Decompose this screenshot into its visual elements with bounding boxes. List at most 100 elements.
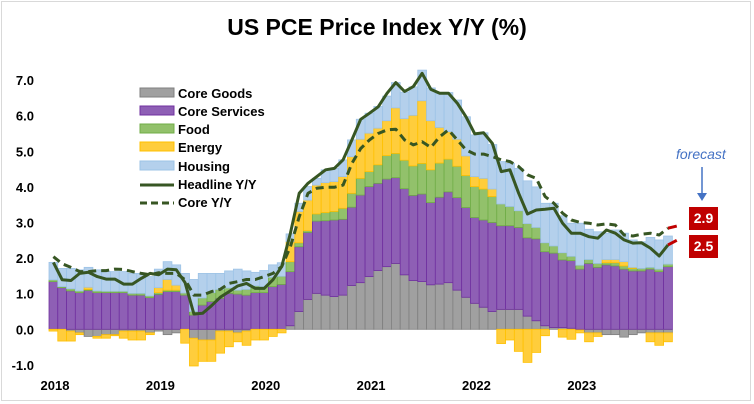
bar-core-services bbox=[303, 232, 313, 300]
bar-energy bbox=[513, 328, 524, 352]
bar-core-goods bbox=[285, 325, 296, 330]
bar-core-goods bbox=[399, 274, 410, 330]
bar-energy bbox=[180, 328, 190, 344]
bar-core-services bbox=[636, 270, 647, 330]
bar-energy bbox=[575, 329, 585, 334]
bar-core-goods bbox=[303, 298, 313, 330]
legend-swatch bbox=[139, 141, 175, 152]
bar-energy bbox=[48, 328, 59, 332]
bar-housing bbox=[206, 273, 217, 294]
bar-core-goods bbox=[408, 280, 419, 330]
bar-core-services bbox=[557, 259, 568, 328]
bar-core-services bbox=[408, 195, 419, 281]
bar-core-services bbox=[355, 194, 366, 284]
bar-core-services bbox=[224, 292, 234, 330]
legend-swatch bbox=[139, 123, 175, 134]
bar-energy bbox=[250, 328, 261, 341]
bar-core-goods bbox=[470, 302, 480, 330]
bar-core-services bbox=[320, 220, 331, 296]
bar-food bbox=[232, 289, 243, 295]
bar-core-goods bbox=[645, 328, 656, 334]
bar-energy bbox=[470, 176, 480, 187]
bar-core-goods bbox=[584, 328, 594, 334]
bar-core-goods bbox=[505, 308, 515, 330]
bar-core-goods bbox=[443, 282, 454, 330]
bar-food bbox=[452, 165, 463, 198]
bar-core-services bbox=[417, 193, 427, 282]
bar-housing bbox=[434, 92, 445, 128]
bar-core-goods bbox=[628, 328, 638, 336]
bar-core-goods bbox=[373, 270, 384, 330]
bar-core-goods bbox=[338, 294, 348, 330]
bar-core-services bbox=[487, 222, 498, 312]
bar-core-services bbox=[645, 268, 656, 330]
bar-core-services bbox=[294, 246, 305, 312]
bar-core-services bbox=[48, 281, 59, 330]
bar-energy bbox=[382, 120, 392, 156]
bar-energy bbox=[478, 177, 489, 190]
bar-food bbox=[470, 186, 480, 218]
y-tick-label: 7.0 bbox=[16, 73, 34, 88]
bar-core-goods bbox=[663, 328, 673, 334]
bar-housing bbox=[470, 134, 480, 177]
bar-core-services bbox=[513, 227, 524, 310]
bar-food bbox=[584, 259, 594, 264]
legend-label: Core Services bbox=[178, 104, 265, 119]
bar-core-goods bbox=[619, 328, 629, 338]
bar-housing bbox=[417, 69, 427, 102]
y-tick-label: -1.0 bbox=[12, 358, 34, 373]
bar-food bbox=[434, 162, 445, 198]
bar-core-goods bbox=[232, 328, 243, 334]
bar-food bbox=[540, 242, 550, 253]
bar-food bbox=[347, 192, 357, 208]
line-core-y-y bbox=[52, 127, 669, 297]
bar-housing bbox=[399, 91, 410, 119]
bar-energy bbox=[443, 131, 454, 160]
bar-core-services bbox=[496, 225, 506, 310]
bar-core-goods bbox=[434, 283, 445, 330]
bar-energy bbox=[268, 328, 278, 337]
bar-food bbox=[549, 245, 559, 254]
bar-energy bbox=[101, 334, 111, 339]
bar-food bbox=[522, 223, 533, 239]
bar-core-services bbox=[276, 284, 287, 330]
bar-energy bbox=[505, 328, 515, 341]
bar-housing bbox=[584, 228, 594, 260]
bar-core-services bbox=[452, 197, 463, 291]
bar-core-services bbox=[127, 294, 138, 330]
bar-core-goods bbox=[487, 311, 498, 330]
bar-core-services bbox=[470, 217, 480, 304]
bar-energy bbox=[496, 328, 506, 344]
bar-core-goods bbox=[329, 296, 340, 330]
bar-energy bbox=[619, 261, 629, 267]
bar-core-goods bbox=[452, 289, 463, 330]
bar-core-goods bbox=[636, 328, 647, 334]
bar-energy bbox=[540, 328, 550, 337]
bar-energy bbox=[74, 332, 85, 336]
bar-energy bbox=[57, 328, 67, 342]
bar-energy bbox=[145, 332, 155, 336]
bar-core-goods bbox=[101, 328, 111, 336]
bar-energy bbox=[241, 330, 252, 346]
bar-food bbox=[241, 289, 252, 296]
bar-food bbox=[513, 210, 524, 228]
bar-energy bbox=[584, 332, 594, 343]
bar-core-services bbox=[505, 225, 515, 310]
bar-core-services bbox=[575, 268, 585, 330]
bar-core-services bbox=[311, 220, 322, 294]
bar-core-services bbox=[338, 218, 348, 296]
bar-energy bbox=[197, 339, 208, 362]
bar-energy bbox=[592, 332, 603, 337]
bar-core-goods bbox=[364, 276, 375, 330]
legend-label: Core Goods bbox=[178, 86, 252, 101]
bar-core-services bbox=[382, 178, 392, 268]
forecast-segment bbox=[667, 224, 678, 230]
bar-energy bbox=[206, 339, 217, 362]
bar-housing bbox=[92, 269, 103, 292]
bar-core-services bbox=[426, 202, 436, 286]
bar-energy bbox=[171, 284, 182, 291]
bar-energy bbox=[92, 336, 103, 339]
bar-core-services bbox=[663, 266, 673, 330]
bar-food bbox=[320, 212, 331, 222]
y-tick-label: 4.0 bbox=[16, 180, 34, 195]
